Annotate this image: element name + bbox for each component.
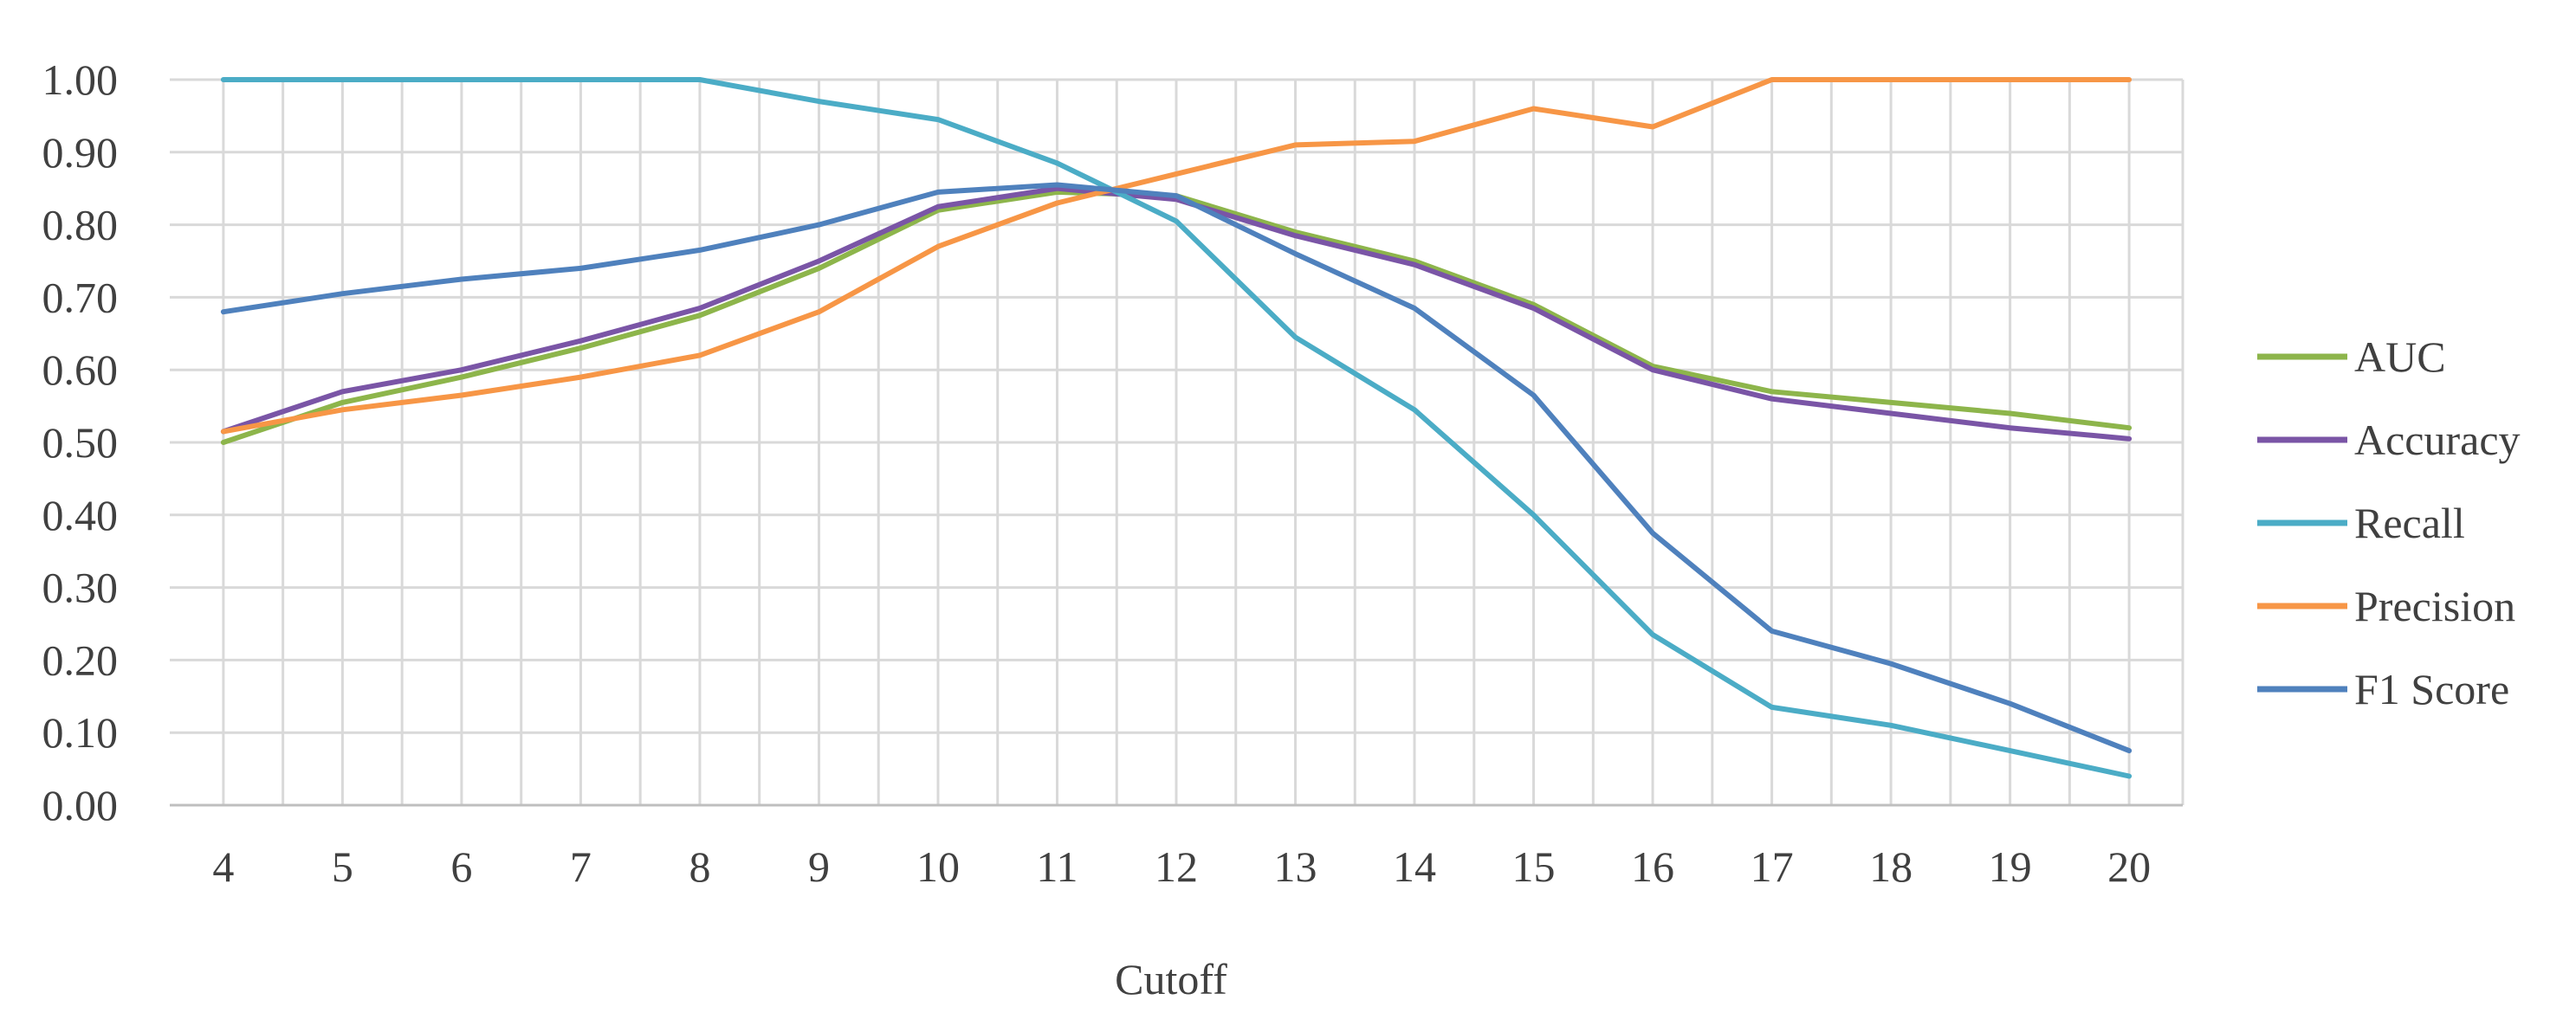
series-line-recall: [220, 77, 2133, 779]
y-tick-label: 0.30: [42, 564, 119, 612]
x-tick-label: 7: [570, 842, 592, 891]
x-tick-label: 6: [450, 842, 472, 891]
axes: 0.00 0.10 0.20 0.30 0.40 0.50 0.60 0.70 0.80 0.90…: [42, 55, 2183, 891]
x-tick-label: 20: [2107, 842, 2151, 891]
series-line-accuracy: [220, 185, 2133, 442]
x-tick-label: 17: [1751, 842, 1794, 891]
y-tick-label: 0.60: [42, 345, 119, 394]
x-tick-label: 9: [808, 842, 830, 891]
y-tick-label: 0.90: [42, 128, 119, 177]
x-tick-label: 8: [689, 842, 710, 891]
grid: [170, 78, 2184, 807]
legend-item: Recall: [2257, 499, 2465, 547]
y-tick-label: 0.20: [42, 635, 119, 684]
x-axis-title: Cutoff: [1115, 955, 1227, 1003]
legend-item: Accuracy: [2257, 416, 2521, 464]
x-tick-label: 19: [1989, 842, 2032, 891]
series-lines: [220, 77, 2133, 779]
x-tick-label: 12: [1155, 842, 1198, 891]
y-tick-label: 0.80: [42, 201, 119, 249]
x-tick-label: 14: [1393, 842, 1436, 891]
legend: AUC Accuracy Recall Precision F1 Score: [2257, 332, 2521, 713]
legend-item: Precision: [2257, 582, 2515, 630]
legend-label: AUC: [2354, 332, 2446, 381]
legend-label: Accuracy: [2354, 416, 2521, 464]
legend-label: F1 Score: [2354, 665, 2509, 713]
series-line-f1-score: [220, 182, 2133, 754]
x-tick-label: 10: [916, 842, 960, 891]
x-tick-label: 4: [212, 842, 234, 891]
legend-label: Recall: [2354, 499, 2465, 547]
x-tick-label: 15: [1512, 842, 1556, 891]
x-tick-label: 13: [1274, 842, 1317, 891]
x-tick-label: 11: [1036, 842, 1078, 891]
x-tick-label: 16: [1631, 842, 1674, 891]
legend-item: F1 Score: [2257, 665, 2509, 713]
y-tick-label: 0.50: [42, 418, 119, 467]
y-tick-label: 0.00: [42, 781, 119, 829]
legend-label: Precision: [2354, 582, 2515, 630]
y-tick-label: 0.40: [42, 491, 119, 539]
y-tick-label: 0.10: [42, 708, 119, 757]
legend-item: AUC: [2257, 332, 2446, 381]
y-tick-label: 0.70: [42, 273, 119, 321]
x-tick-label: 5: [332, 842, 353, 891]
y-tick-label: 1.00: [42, 55, 119, 104]
series-line-precision: [220, 77, 2133, 435]
x-tick-label: 18: [1869, 842, 1913, 891]
